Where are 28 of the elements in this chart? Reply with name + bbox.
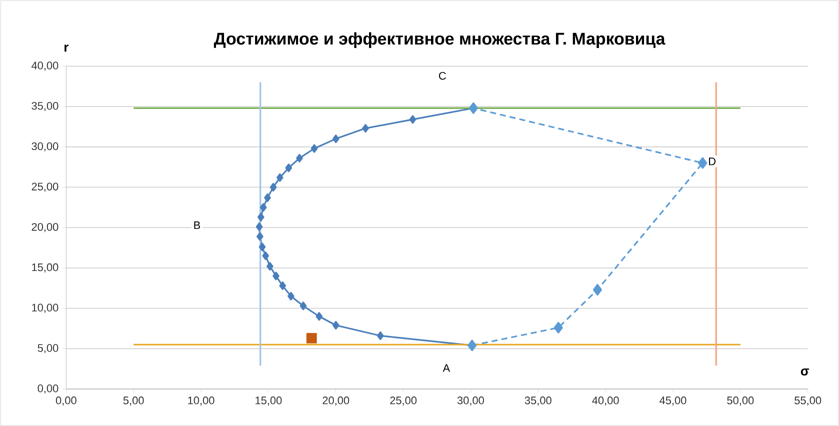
x-tick-label: 20,00 bbox=[322, 396, 350, 406]
annotation: D bbox=[709, 158, 716, 166]
x-tick-label: 10,00 bbox=[188, 396, 214, 406]
y-tick-label: 25,00 bbox=[32, 182, 58, 192]
y-tick-label: 15,00 bbox=[32, 263, 58, 272]
y-tick-label: 20,00 bbox=[32, 222, 58, 232]
x-tick-label: 5,00 bbox=[123, 396, 144, 406]
x-tick-label: 40,00 bbox=[592, 396, 619, 406]
y-tick-label: 5,00 bbox=[38, 344, 58, 354]
x-tick-label: 30,00 bbox=[457, 396, 484, 406]
x-tick-label: 0,00 bbox=[56, 396, 76, 406]
x-tick-label: 35,00 bbox=[524, 396, 552, 406]
y-tick-label: 40,00 bbox=[31, 62, 58, 71]
x-axis-title: σ bbox=[800, 368, 809, 376]
annotation: A bbox=[442, 364, 450, 372]
x-tick-label: 55,00 bbox=[794, 396, 822, 406]
x-tick-label: 50,00 bbox=[727, 396, 754, 406]
x-tick-label: 15,00 bbox=[256, 396, 282, 406]
annotation: C bbox=[439, 72, 446, 80]
y-tick-label: 30,00 bbox=[32, 142, 58, 152]
annotation: B bbox=[194, 221, 200, 229]
chart-title: Достижимое и эффективное множества Г. Марковица bbox=[214, 32, 666, 48]
y-axis-title: r bbox=[64, 44, 68, 52]
y-tick-label: 0,00 bbox=[38, 384, 58, 394]
y-tick-label: 10,00 bbox=[32, 304, 58, 313]
y-tick-label: 35,00 bbox=[32, 102, 58, 111]
x-tick-label: 45,00 bbox=[660, 396, 686, 406]
x-tick-label: 25,00 bbox=[390, 396, 417, 406]
